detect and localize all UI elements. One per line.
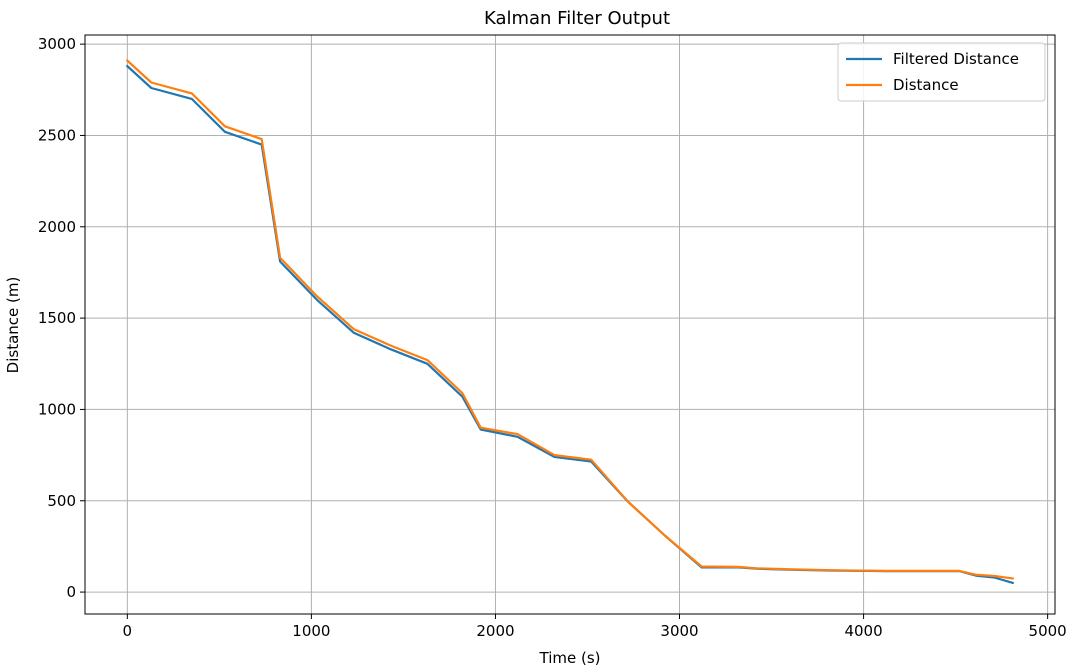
chart-title: Kalman Filter Output [484, 8, 670, 29]
x-tick-label: 4000 [844, 622, 882, 640]
legend: Filtered Distance Distance [837, 42, 1046, 102]
x-tick-label: 5000 [1029, 622, 1067, 640]
legend-label: Filtered Distance [893, 50, 1019, 68]
x-tick-label: 2000 [476, 622, 514, 640]
series-line-filtered-distance [125, 64, 1015, 585]
series-line-distance [125, 59, 1014, 580]
x-axis: 0 1000 2000 3000 4000 5000 [123, 614, 1067, 640]
legend-label: Distance [893, 76, 959, 94]
x-tick-label: 1000 [292, 622, 330, 640]
series-group [125, 59, 1015, 585]
y-tick-label: 2500 [38, 126, 76, 144]
x-tick-label: 0 [123, 622, 133, 640]
plot-frame [84, 34, 1056, 615]
y-tick-label: 1000 [38, 400, 76, 418]
y-tick-label: 1500 [38, 309, 76, 327]
y-axis: 0 500 1000 1500 2000 2500 3000 [38, 35, 85, 601]
y-tick-label: 2000 [38, 218, 76, 236]
x-axis-label: Time (s) [539, 649, 601, 667]
x-tick-label: 3000 [660, 622, 698, 640]
grid [85, 35, 1055, 614]
y-tick-label: 0 [66, 583, 76, 601]
y-axis-label: Distance (m) [4, 277, 22, 374]
y-tick-label: 3000 [38, 35, 76, 53]
legend-box [837, 42, 1046, 102]
y-tick-label: 500 [47, 492, 76, 510]
